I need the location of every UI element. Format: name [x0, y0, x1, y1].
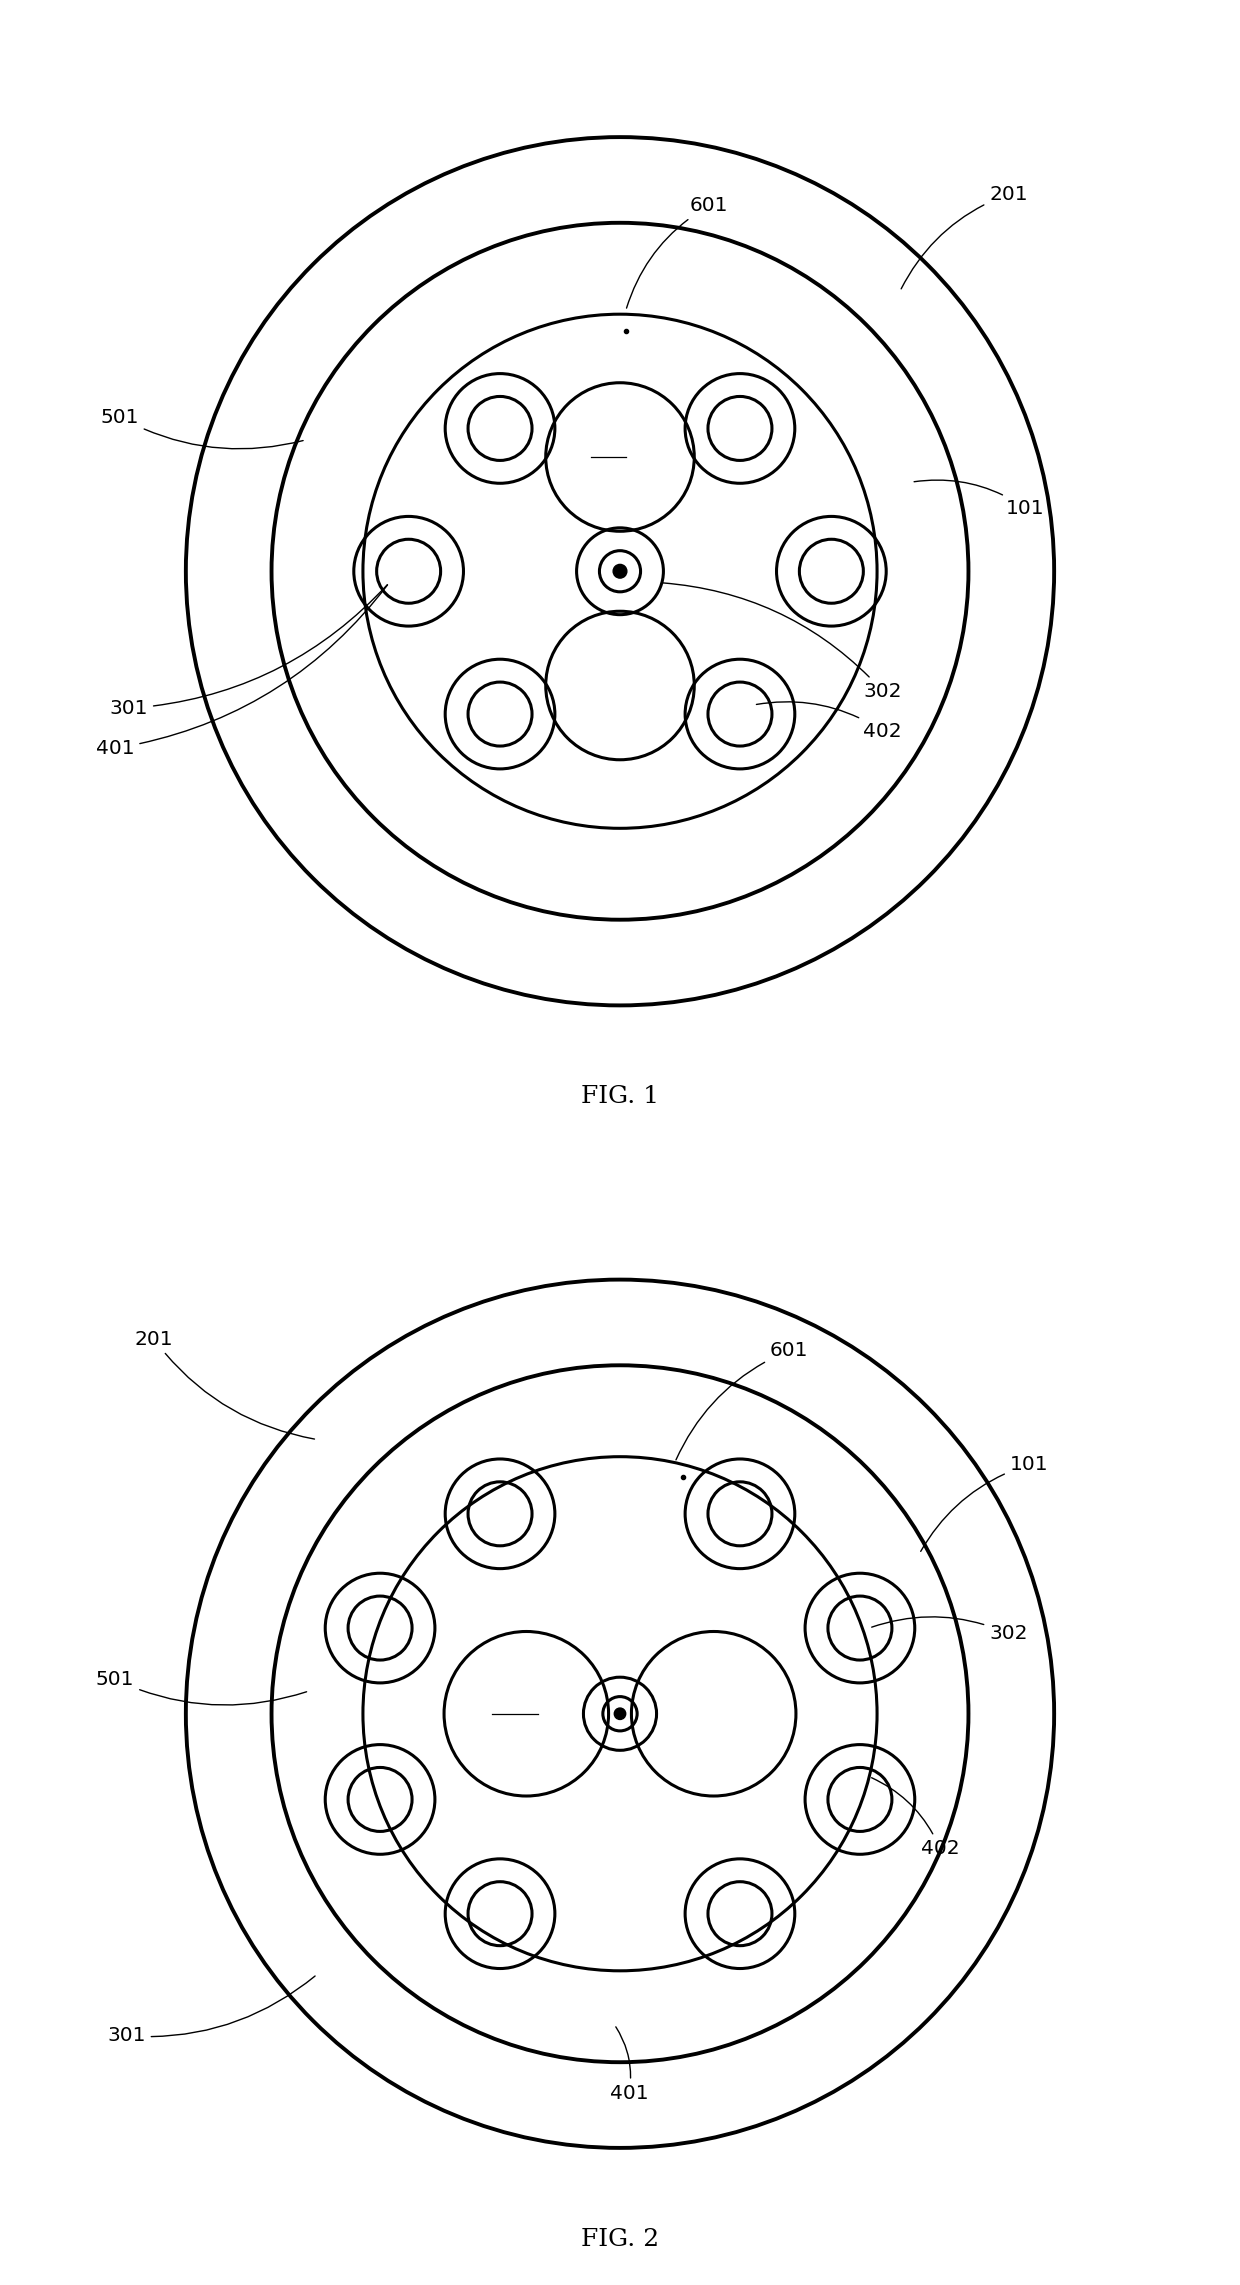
Text: 402: 402: [872, 1778, 960, 1858]
Text: FIG. 2: FIG. 2: [580, 2228, 660, 2251]
Text: 601: 601: [676, 1341, 808, 1460]
Text: 402: 402: [756, 701, 901, 740]
Text: 501: 501: [95, 1670, 306, 1705]
Text: 301: 301: [107, 1977, 315, 2045]
Text: FIG. 1: FIG. 1: [582, 1085, 658, 1108]
Text: 301: 301: [109, 585, 387, 717]
Text: 302: 302: [662, 583, 901, 701]
Text: 201: 201: [901, 185, 1028, 288]
Text: 101: 101: [921, 1456, 1048, 1552]
Text: 501: 501: [100, 407, 303, 448]
Text: 201: 201: [135, 1330, 315, 1440]
Circle shape: [613, 564, 627, 578]
Text: 302: 302: [872, 1618, 1028, 1643]
Text: 601: 601: [626, 197, 728, 308]
Text: 101: 101: [914, 480, 1045, 519]
Text: 401: 401: [610, 2027, 649, 2102]
Text: 401: 401: [95, 585, 388, 759]
Circle shape: [614, 1709, 626, 1721]
